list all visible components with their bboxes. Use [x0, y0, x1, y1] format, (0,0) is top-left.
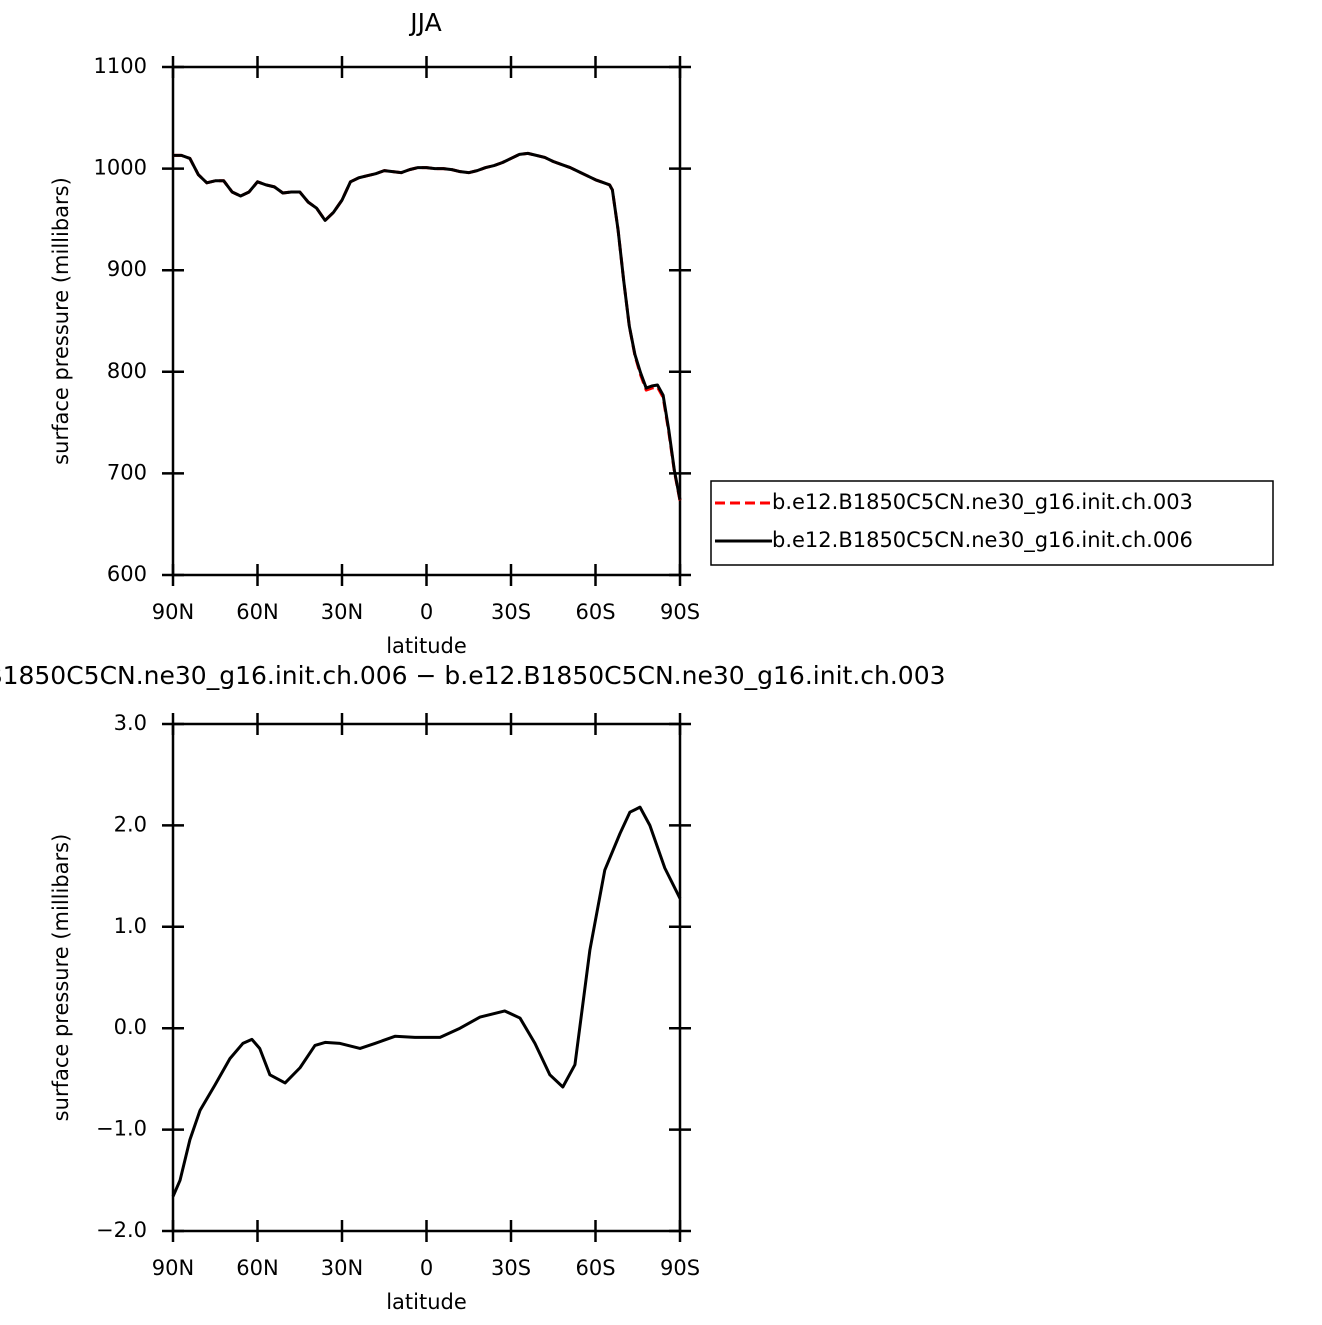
- y-tick-label: 900: [107, 257, 147, 281]
- legend-box: [710, 480, 1274, 566]
- x-tick-label: 60S: [575, 1256, 615, 1280]
- x-tick-label: 30S: [491, 1256, 531, 1280]
- chart-title: JJA: [408, 8, 441, 37]
- x-tick-label: 0: [420, 600, 433, 624]
- x-axis-label: latitude: [386, 1290, 467, 1314]
- chart-title: b.e12.B1850C5CN.ne30_g16.init.ch.006 − b…: [0, 661, 946, 690]
- x-tick-label: 30S: [491, 600, 531, 624]
- legend: b.e12.B1850C5CN.ne30_g16.init.ch.003 b.e1…: [710, 480, 1274, 566]
- x-axis-label: latitude: [386, 634, 467, 658]
- legend-label: b.e12.B1850C5CN.ne30_g16.init.ch.003: [772, 490, 1193, 515]
- y-tick-label: 1000: [94, 156, 147, 180]
- y-axis-label: surface pressure (millibars): [49, 834, 73, 1122]
- x-tick-label: 90S: [660, 600, 700, 624]
- x-tick-label: 60N: [236, 1256, 278, 1280]
- x-tick-label: 60N: [236, 600, 278, 624]
- legend-label: b.e12.B1850C5CN.ne30_g16.init.ch.006: [772, 528, 1193, 553]
- y-axis-label: surface pressure (millibars): [49, 177, 73, 465]
- x-tick-label: 90N: [152, 600, 194, 624]
- x-tick-label: 60S: [575, 600, 615, 624]
- data-line: [173, 151, 682, 502]
- y-tick-label: −2.0: [96, 1218, 147, 1242]
- y-tick-label: 800: [107, 359, 147, 383]
- y-tick-label: 700: [107, 460, 147, 484]
- y-tick-label: 0.0: [114, 1015, 147, 1039]
- y-tick-label: −1.0: [96, 1117, 147, 1141]
- y-tick-label: 1.0: [114, 914, 147, 938]
- x-tick-label: 30N: [321, 600, 363, 624]
- y-tick-label: 3.0: [114, 711, 147, 735]
- y-tick-label: 2.0: [114, 812, 147, 836]
- y-tick-label: 1100: [94, 54, 147, 78]
- plot-frame: [171, 722, 682, 1233]
- y-tick-label: 600: [107, 562, 147, 586]
- data-line: [173, 151, 682, 501]
- x-tick-label: 0: [420, 1256, 433, 1280]
- x-tick-label: 90S: [660, 1256, 700, 1280]
- data-line: [171, 805, 682, 1198]
- x-tick-label: 30N: [321, 1256, 363, 1280]
- plot-frame: [171, 65, 682, 577]
- x-tick-label: 90N: [152, 1256, 194, 1280]
